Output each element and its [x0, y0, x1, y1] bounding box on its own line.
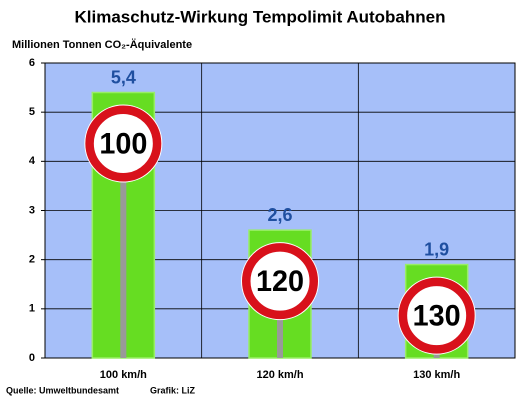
- sign-edge: [84, 104, 163, 183]
- sign-label: 120: [256, 265, 304, 298]
- sign-edge: [397, 276, 476, 355]
- y-tick-label: 2: [29, 254, 35, 266]
- sign-label: 100: [99, 127, 147, 160]
- chart-title: Klimaschutz-Wirkung Tempolimit Autobahne…: [74, 7, 445, 26]
- x-tick-label: 120 km/h: [256, 369, 303, 381]
- source: Quelle: Umweltbundesamt: [6, 385, 119, 395]
- sign-ring: [241, 242, 319, 320]
- sign-label: 130: [413, 300, 461, 333]
- sign-ring: [84, 105, 162, 182]
- y-tick-label: 5: [29, 106, 35, 118]
- y-tick-label: 6: [29, 57, 35, 69]
- sign-pole: [120, 143, 127, 358]
- sign-ring: [398, 277, 476, 355]
- y-tick-label: 4: [29, 155, 36, 167]
- value-label: 2,6: [267, 205, 292, 225]
- credit: Grafik: LiZ: [150, 385, 196, 395]
- y-tick-label: 0: [29, 352, 35, 364]
- value-label: 5,4: [111, 67, 136, 87]
- y-axis-label: Millionen Tonnen CO₂-Äquivalente: [12, 38, 192, 51]
- x-tick-label: 130 km/h: [413, 369, 460, 381]
- value-label: 1,9: [424, 239, 449, 259]
- y-tick-label: 1: [29, 303, 35, 315]
- x-tick-label: 100 km/h: [100, 369, 147, 381]
- sign-edge: [241, 242, 319, 321]
- y-tick-label: 3: [29, 204, 35, 216]
